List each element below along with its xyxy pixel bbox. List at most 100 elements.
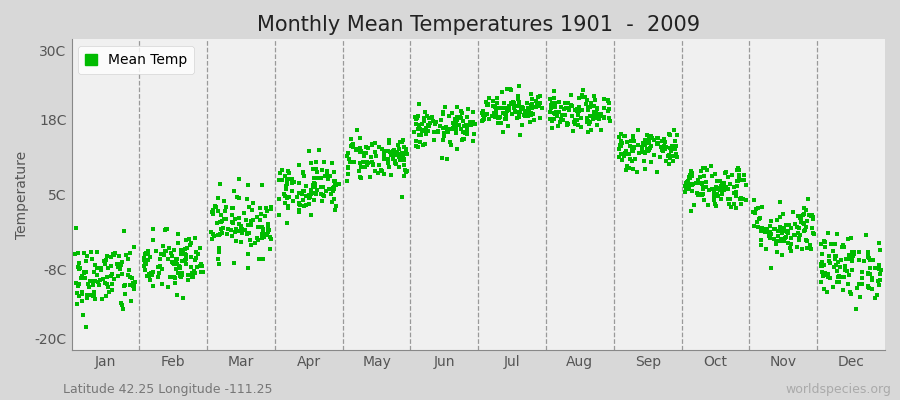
Point bbox=[435, 116, 449, 123]
Point bbox=[216, 216, 230, 222]
Point bbox=[353, 174, 367, 181]
Point bbox=[94, 296, 109, 302]
Point bbox=[302, 148, 316, 154]
Point bbox=[377, 150, 392, 156]
Point bbox=[72, 259, 86, 266]
Point bbox=[397, 157, 411, 163]
Point bbox=[698, 164, 713, 171]
Point bbox=[638, 140, 652, 146]
Point bbox=[784, 225, 798, 231]
Point bbox=[314, 184, 328, 190]
Point bbox=[72, 281, 86, 287]
Point bbox=[844, 291, 859, 298]
Point bbox=[118, 282, 132, 288]
Point bbox=[862, 264, 877, 271]
Point bbox=[435, 155, 449, 161]
Point bbox=[715, 180, 729, 186]
Point bbox=[731, 164, 745, 171]
Point bbox=[225, 212, 239, 218]
Point bbox=[174, 250, 188, 257]
Point bbox=[847, 251, 861, 257]
Point bbox=[814, 259, 829, 266]
Point bbox=[685, 172, 699, 179]
Point bbox=[642, 146, 656, 153]
Point bbox=[68, 251, 83, 258]
Point bbox=[781, 230, 796, 236]
Point bbox=[412, 121, 427, 128]
Point bbox=[212, 232, 226, 238]
Point bbox=[220, 231, 234, 237]
Point bbox=[754, 237, 769, 243]
Point bbox=[626, 132, 640, 139]
Point bbox=[156, 243, 170, 249]
Point bbox=[302, 191, 316, 198]
Point bbox=[830, 231, 844, 237]
Point bbox=[390, 149, 404, 156]
Point bbox=[117, 228, 131, 235]
Point bbox=[593, 111, 608, 117]
Point bbox=[84, 249, 98, 256]
Point bbox=[467, 130, 482, 137]
Point bbox=[840, 268, 854, 274]
Point bbox=[364, 158, 379, 165]
Point bbox=[138, 267, 152, 274]
Point bbox=[830, 279, 844, 286]
Point bbox=[491, 94, 505, 101]
Point bbox=[302, 194, 316, 201]
Point bbox=[623, 143, 637, 149]
Point bbox=[499, 115, 513, 122]
Point bbox=[292, 200, 307, 206]
Point bbox=[728, 204, 742, 211]
Point bbox=[638, 137, 652, 143]
Point bbox=[814, 251, 829, 257]
Point bbox=[307, 196, 321, 203]
Point bbox=[753, 214, 768, 221]
Point bbox=[773, 214, 788, 220]
Point bbox=[701, 202, 716, 208]
Point bbox=[650, 169, 664, 175]
Point bbox=[285, 188, 300, 194]
Point bbox=[313, 190, 328, 197]
Point bbox=[622, 156, 636, 162]
Point bbox=[70, 264, 85, 270]
Point bbox=[325, 198, 339, 205]
Point bbox=[580, 129, 595, 136]
Point bbox=[75, 273, 89, 280]
Point bbox=[428, 137, 442, 144]
Point bbox=[188, 257, 202, 263]
Point bbox=[709, 203, 724, 210]
Point bbox=[317, 159, 331, 165]
Point bbox=[98, 261, 112, 267]
Point bbox=[219, 216, 233, 222]
Point bbox=[680, 179, 694, 185]
Point bbox=[826, 248, 841, 254]
Point bbox=[574, 92, 589, 98]
Point bbox=[409, 116, 423, 122]
Point bbox=[228, 229, 242, 236]
Point bbox=[146, 283, 160, 290]
Point bbox=[376, 154, 391, 160]
Point bbox=[233, 239, 248, 245]
Point bbox=[294, 191, 309, 197]
Point bbox=[504, 100, 518, 107]
Point bbox=[447, 122, 462, 129]
Point bbox=[139, 250, 153, 256]
Point bbox=[191, 251, 205, 257]
Point bbox=[702, 186, 716, 193]
Point bbox=[295, 169, 310, 176]
Point bbox=[659, 158, 673, 164]
Point bbox=[247, 216, 261, 223]
Point bbox=[860, 284, 875, 290]
Point bbox=[626, 144, 641, 150]
Point bbox=[711, 193, 725, 200]
Point bbox=[104, 254, 119, 260]
Point bbox=[821, 274, 835, 280]
Point bbox=[558, 100, 572, 106]
Point bbox=[860, 270, 875, 277]
Point bbox=[272, 176, 286, 183]
Point bbox=[165, 259, 179, 266]
Point bbox=[514, 104, 528, 111]
Point bbox=[685, 182, 699, 188]
Point bbox=[861, 285, 876, 291]
Point bbox=[518, 108, 533, 114]
